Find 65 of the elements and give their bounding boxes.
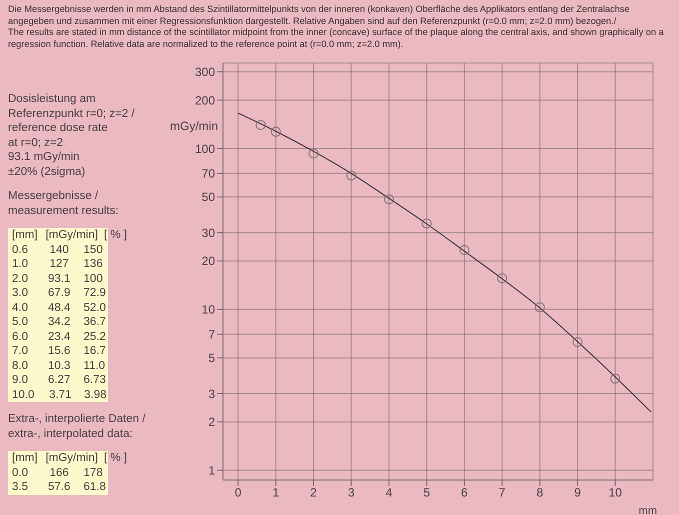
x-tick-label: 2 <box>310 486 318 500</box>
text: Dosisleistung am <box>8 93 96 105</box>
y-tick-label: 3 <box>208 386 216 401</box>
x-tick-label: 6 <box>461 486 468 500</box>
y-tick-label: 100 <box>194 142 216 156</box>
point <box>308 148 319 159</box>
y-tick-label: 2 <box>208 415 216 430</box>
x-tick-label: 8 <box>536 486 544 500</box>
text: 3.0 67.9 72.9 <box>12 287 106 299</box>
x-tick-label: 3 <box>348 486 355 500</box>
x-tick-label: 0 <box>234 486 242 500</box>
x-tick-label: 1 <box>272 486 280 500</box>
x-tick-label: 9 <box>574 486 582 500</box>
chart-subtitle: The results are stated in mm distance of the scintillator midpoint from the inner (concave) surface of the plaque along the central axis, and shown graphically on a regression function. Relative data are normalized to the reference point at (r=0.0 mm; z=2.0 mm). <box>8 27 665 50</box>
y-tick-label: 30 <box>202 226 216 240</box>
x-tick-label: 5 <box>423 486 430 500</box>
point <box>346 170 356 181</box>
text: 2.0 93.1 100 <box>12 272 103 284</box>
point <box>384 194 394 204</box>
text: 7.0 15.6 16.7 <box>12 345 106 357</box>
text: 5.0 34.2 36.7 <box>12 316 106 328</box>
x-axis-title: mm <box>638 505 657 515</box>
point <box>270 126 281 137</box>
y-tick-label: 50 <box>202 190 216 204</box>
text: 10.0 3.71 3.98 <box>12 388 107 400</box>
text: 9.0 6.27 6.73 <box>12 374 106 386</box>
text: Messergebnisse / <box>8 190 98 202</box>
text: reference dose rate <box>8 122 108 134</box>
text: 93.1 mGy/min <box>8 151 80 163</box>
text: 4.0 48.4 52.0 <box>12 302 106 314</box>
point <box>422 218 432 228</box>
y-tick-label: 20 <box>202 254 216 268</box>
point <box>610 374 620 384</box>
y-tick-label: 1 <box>208 464 216 478</box>
line-series <box>238 112 652 413</box>
text: 8.0 10.3 11.0 <box>12 360 106 372</box>
y-tick-label: 7 <box>208 328 216 342</box>
text: extra-, interpolated data: <box>8 426 134 441</box>
chart-title: Die Messergebnisse werden in mm Abstand des Szintillatormittelpunkts von der inneren (konkaven) Oberfläche des Applikators entlang der Zentralachse angegeben und zusammen mit einer Regressionsfunktion dargestellt. Relative Angaben sind auf den Referenzpunkt (r=0.0 mm; z=2.0 mm) bezogen./ <box>8 4 631 27</box>
text: 1.0 127 136 <box>12 258 103 270</box>
text: ±20% (2sigma) <box>8 166 86 178</box>
text: 3.5 57.6 61.8 <box>12 481 106 493</box>
text: [mm] [mGy/min] [ % ] <box>11 451 127 466</box>
x-tick-label: 4 <box>386 486 393 500</box>
x-tick-label: 7 <box>498 486 506 500</box>
point <box>534 302 545 312</box>
point <box>497 273 508 284</box>
y-axis-title: mGy/min <box>170 119 218 133</box>
point <box>572 337 583 348</box>
text: 6.0 23.4 25.2 <box>12 330 106 342</box>
y-tick-label: 10 <box>202 302 216 317</box>
text: at r=0; z=2 <box>8 136 63 148</box>
text: [mm] [mGy/min] [ % ] <box>11 228 127 242</box>
text: Extra-, interpolierte Daten / <box>8 412 146 426</box>
text: 0.0 166 178 <box>12 466 103 478</box>
y-tick-label: 300 <box>194 65 216 80</box>
point <box>459 244 470 255</box>
point <box>256 120 266 130</box>
text: Referenzpunkt r=0; z=2 / <box>8 108 135 120</box>
text: 0.6 140 150 <box>12 244 103 256</box>
y-tick-label: 70 <box>202 166 216 181</box>
x-tick-label: 10 <box>608 486 622 500</box>
y-tick-label: 5 <box>208 351 216 366</box>
text: measurement results: <box>8 204 120 218</box>
y-tick-label: 200 <box>194 93 216 108</box>
